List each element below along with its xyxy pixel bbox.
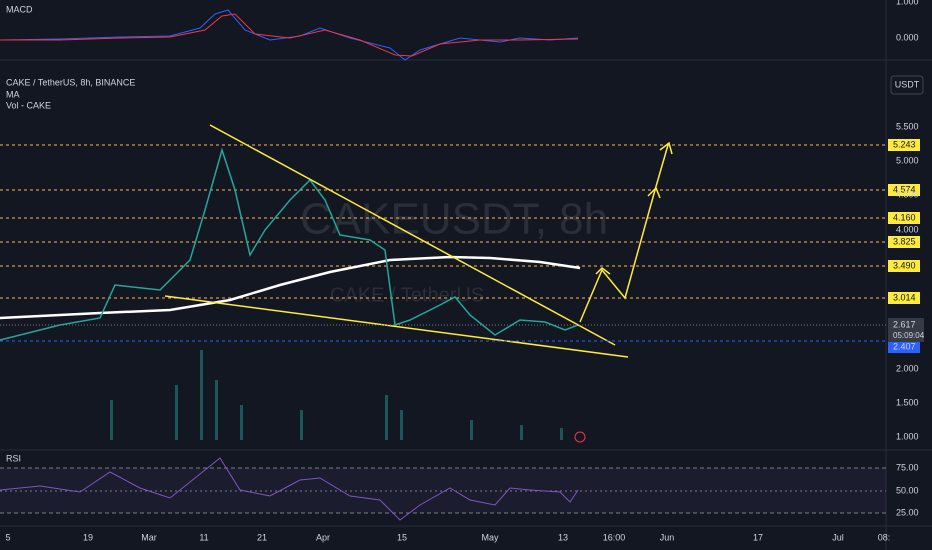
time-axis-label: May — [481, 532, 499, 542]
level-label: 3.825 — [893, 236, 916, 246]
indicator-label: Vol - CAKE — [6, 100, 51, 110]
currency[interactable]: USDT — [895, 79, 920, 89]
level-box — [888, 184, 920, 196]
price-axis-label: 4.500 — [896, 189, 919, 199]
level-box — [888, 212, 920, 224]
time-axis-label: 19 — [83, 532, 93, 542]
time-axis-label: Mar — [141, 532, 157, 542]
rsi-band — [0, 468, 886, 513]
trendline — [164, 295, 629, 358]
time-axis-label: Jun — [660, 532, 675, 542]
time-axis-label: 21 — [257, 532, 267, 542]
price-axis-label: 2.000 — [896, 363, 919, 373]
time-axis-label: Apr — [316, 532, 330, 542]
macd-axis-label: 0.000 — [896, 32, 919, 42]
time-axis-label: 15 — [397, 532, 407, 542]
time-axis-label: Jul — [832, 532, 844, 542]
level-label: 4.574 — [893, 184, 916, 194]
arrow-head — [659, 141, 673, 155]
level-box — [888, 292, 920, 304]
arrow-head — [647, 186, 661, 199]
symbol-title: CAKE / TetherUS, 8h, BINANCE — [6, 77, 135, 87]
time-axis-label: 08: — [878, 532, 891, 542]
indicator-label: MA — [6, 89, 20, 99]
time-axis-label: 11 — [199, 532, 208, 542]
level-label: 5.243 — [893, 139, 916, 149]
time-axis-label: 13 — [558, 532, 568, 542]
price-axis-label: 5.000 — [896, 155, 919, 165]
rsi-line — [0, 457, 579, 521]
watermark: CAKEUSDT, 8h — [300, 195, 608, 244]
level-box — [888, 139, 920, 151]
price-axis-label: 1.500 — [896, 397, 919, 407]
time-axis-label: 5 — [5, 532, 10, 542]
time-axis-label: 17 — [753, 532, 763, 542]
trendline — [209, 124, 616, 346]
time-axis-label: 16:00 — [603, 532, 626, 542]
rsi-axis-label: 25.00 — [896, 507, 919, 517]
signal-line — [0, 13, 579, 57]
current-price-box — [888, 318, 924, 342]
rsi-axis-label: 50.00 — [896, 485, 919, 495]
projection-arrow — [579, 144, 669, 323]
low-price: 2.407 — [893, 341, 916, 351]
watermark: CAKE / TetherUS — [330, 284, 484, 306]
price-axis-label: 5.500 — [896, 121, 919, 131]
rsi-axis-label: 75.00 — [896, 462, 919, 472]
macd-axis-label: 1.000 — [896, 0, 919, 6]
level-label: 3.014 — [893, 292, 916, 302]
arrow-head — [595, 267, 611, 275]
level-box — [888, 236, 920, 248]
price-axis-label: 4.000 — [896, 224, 919, 234]
volume-bars — [110, 350, 563, 440]
level-box — [888, 260, 920, 272]
pane-title: MACD — [6, 4, 33, 14]
current-price: 2.617 — [893, 319, 916, 329]
event-icon[interactable] — [574, 431, 586, 443]
price-series — [0, 147, 579, 341]
price-axis-label: 1.000 — [896, 431, 919, 441]
currency-button[interactable] — [890, 75, 924, 95]
low-price-box — [888, 342, 920, 353]
macd-line — [0, 9, 579, 61]
level-label: 3.490 — [893, 260, 916, 270]
pane-title: RSI — [6, 453, 21, 463]
countdown: 05:09:04 — [893, 331, 925, 340]
moving-average — [0, 255, 581, 320]
level-label: 4.160 — [893, 212, 916, 222]
